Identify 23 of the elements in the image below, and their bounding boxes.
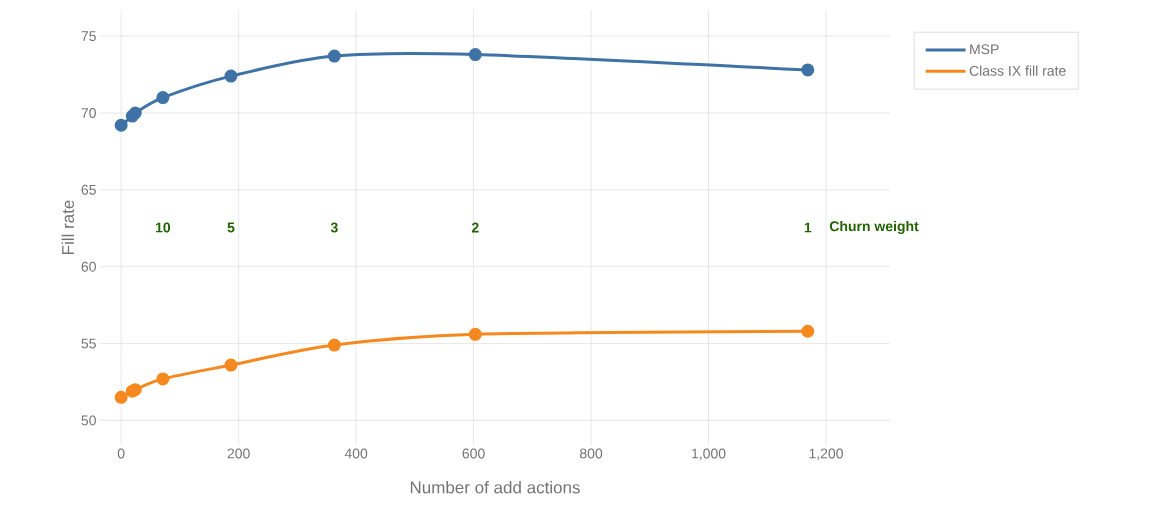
y-tick-label: 60 (81, 261, 96, 272)
annotation: 5 (227, 222, 235, 233)
y-tick-label: 70 (81, 108, 96, 118)
x-axis-title: Number of add actions (410, 480, 580, 494)
y-axis-title: Fill rate (61, 200, 75, 254)
annotation: Churn weight (829, 220, 919, 235)
x-tick-label: 400 (344, 448, 368, 459)
y-tick-label: 55 (81, 338, 96, 349)
x-tick-label: 1,200 (809, 448, 843, 461)
x-tick-label: 200 (227, 448, 250, 459)
annotation: 10 (155, 222, 171, 233)
legend-label: MSP (970, 44, 999, 55)
x-tick-label: 0 (117, 448, 125, 459)
x-tick-label: 600 (462, 448, 485, 459)
annotation: 2 (471, 222, 479, 233)
x-tick-label: 800 (579, 448, 603, 459)
legend-label: Class IX fill rate (969, 65, 1066, 76)
annotation: 3 (330, 222, 338, 233)
y-tick-label: 75 (81, 31, 96, 42)
x-tick-label: 1,000 (692, 448, 726, 461)
annotation: 1 (804, 222, 812, 233)
y-tick-label: 50 (81, 415, 96, 426)
y-tick-label: 65 (81, 184, 96, 195)
